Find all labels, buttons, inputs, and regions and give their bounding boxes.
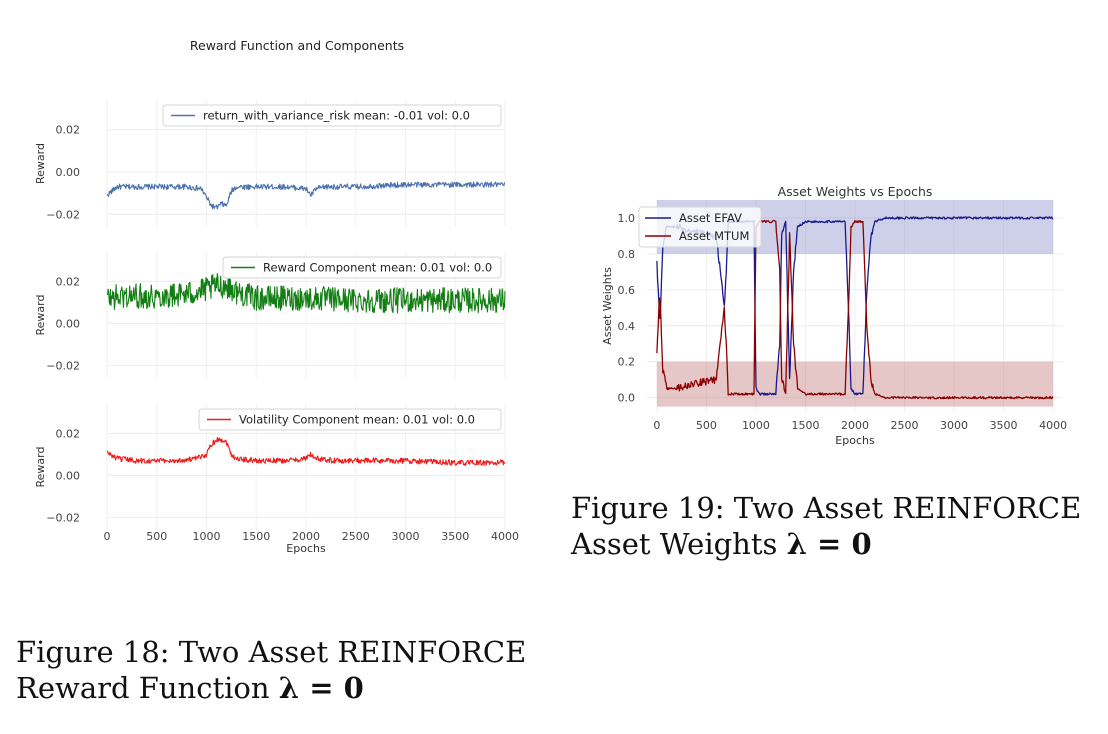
x-tick-label: 3000 [392, 530, 420, 543]
legend: Volatility Component mean: 0.01 vol: 0.0 [198, 408, 502, 431]
figure-19-caption-line1: Figure 19: Two Asset REINFORCE [571, 491, 1082, 525]
y-tick-label: −0.02 [46, 208, 80, 221]
legend-label: return_with_variance_risk mean: -0.01 vo… [203, 109, 470, 123]
figure-18-caption-math: λ = 0 [278, 671, 364, 705]
y-tick-label: 0.00 [56, 469, 81, 482]
y-tick-label: 0.2 [618, 356, 636, 369]
x-tick-label: 1000 [193, 530, 221, 543]
legend: Reward Component mean: 0.01 vol: 0.0 [222, 256, 502, 279]
x-tick-label: 3500 [990, 419, 1018, 432]
series-line-2 [656, 219, 1054, 400]
series-line-1 [656, 216, 1054, 396]
y-tick-label: 1.0 [618, 212, 636, 225]
chart-title: Reward Function and Components [190, 38, 404, 53]
x-tick-label: 0 [653, 419, 660, 432]
reward-panel-1: 0.02 0.00 −0.02 Reward return_with_variance_… [34, 100, 506, 227]
y-tick-label: −0.02 [46, 511, 80, 524]
y-axis-label: Reward [34, 143, 47, 184]
legend-box [638, 206, 762, 248]
y-tick-label: 0.8 [618, 248, 636, 261]
x-tick-label: 3000 [940, 419, 968, 432]
axes: 0.0 0.2 0.4 0.6 0.8 1.0 0 500 1000 1500 2000 2500 30… [601, 212, 1067, 447]
y-tick-label: 0.02 [56, 275, 81, 288]
x-tick-label: 2000 [292, 530, 320, 543]
figure-18-caption-line2: Reward Function λ = 0 [16, 670, 526, 706]
figure-19-caption: Figure 19: Two Asset REINFORCE Asset Wei… [571, 490, 1081, 562]
legend-label: Asset MTUM [679, 229, 749, 243]
y-axis-label: Asset Weights [601, 267, 614, 345]
legend: Asset EFAV Asset MTUM [638, 206, 762, 248]
x-axis-label: Epochs [835, 434, 875, 447]
x-tick-label: 1000 [742, 419, 770, 432]
x-tick-label: 2500 [342, 530, 370, 543]
x-tick-label: 500 [146, 530, 167, 543]
figure-18-caption-line1: Figure 18: Two Asset REINFORCE [16, 635, 527, 669]
chart-title: Asset Weights vs Epochs [778, 184, 933, 199]
figure-19-caption-math: λ = 0 [786, 527, 872, 561]
x-tick-label: 1500 [242, 530, 270, 543]
figure-19-caption-text: Asset Weights [571, 527, 787, 561]
x-tick-label: 3500 [441, 530, 469, 543]
x-tick-label: 1500 [791, 419, 819, 432]
y-tick-label: 0.02 [56, 427, 81, 440]
x-tick-label: 4000 [1039, 419, 1067, 432]
y-tick-label: 0.0 [618, 392, 636, 405]
legend: return_with_variance_risk mean: -0.01 vo… [162, 104, 502, 127]
confidence-band [656, 361, 1054, 407]
x-tick-label: 0 [104, 530, 111, 543]
legend-label: Reward Component mean: 0.01 vol: 0.0 [263, 261, 492, 275]
y-tick-label: 0.02 [56, 124, 81, 137]
x-tick-label: 4000 [491, 530, 519, 543]
legend-label: Volatility Component mean: 0.01 vol: 0.0 [239, 413, 475, 427]
x-axis-label: Epochs [286, 542, 326, 555]
x-axis: 0 500 1000 1500 2000 2500 3000 3500 4000 Epochs [104, 530, 520, 555]
y-tick-label: 0.00 [56, 317, 81, 330]
legend-box [198, 408, 502, 431]
y-axis-label: Reward [34, 447, 47, 488]
figure-18-caption: Figure 18: Two Asset REINFORCE Reward Fu… [16, 634, 526, 706]
y-tick-label: 0.00 [56, 166, 81, 179]
y-tick-label: 0.4 [618, 320, 636, 333]
x-tick-label: 2500 [891, 419, 919, 432]
x-tick-label: 500 [696, 419, 717, 432]
reward-panel-3: 0.02 0.00 −0.02 Reward Volatility Component … [34, 404, 506, 530]
asset-weights-figure: Asset Weights vs Epochs 0.0 0.2 0.4 0.6 0.8 1.… [601, 184, 1067, 447]
series-line [106, 437, 506, 466]
series-line [106, 181, 506, 210]
series-line [106, 272, 506, 314]
y-tick-label: −0.02 [46, 359, 80, 372]
x-tick-label: 2000 [841, 419, 869, 432]
legend-box [162, 104, 502, 127]
legend-label: Asset EFAV [679, 211, 742, 225]
figure-18-caption-text: Reward Function [16, 671, 279, 705]
figure-19-caption-line2: Asset Weights λ = 0 [571, 526, 1081, 562]
series-2 [656, 361, 1054, 407]
reward-panel-2: 0.02 0.00 −0.02 Reward Reward Component mean… [34, 252, 506, 378]
reward-function-figure: Reward Function and Components 0.02 0.00 −0… [34, 38, 520, 555]
legend-box [222, 256, 502, 279]
y-axis-label: Reward [34, 295, 47, 336]
y-tick-label: 0.6 [618, 284, 636, 297]
